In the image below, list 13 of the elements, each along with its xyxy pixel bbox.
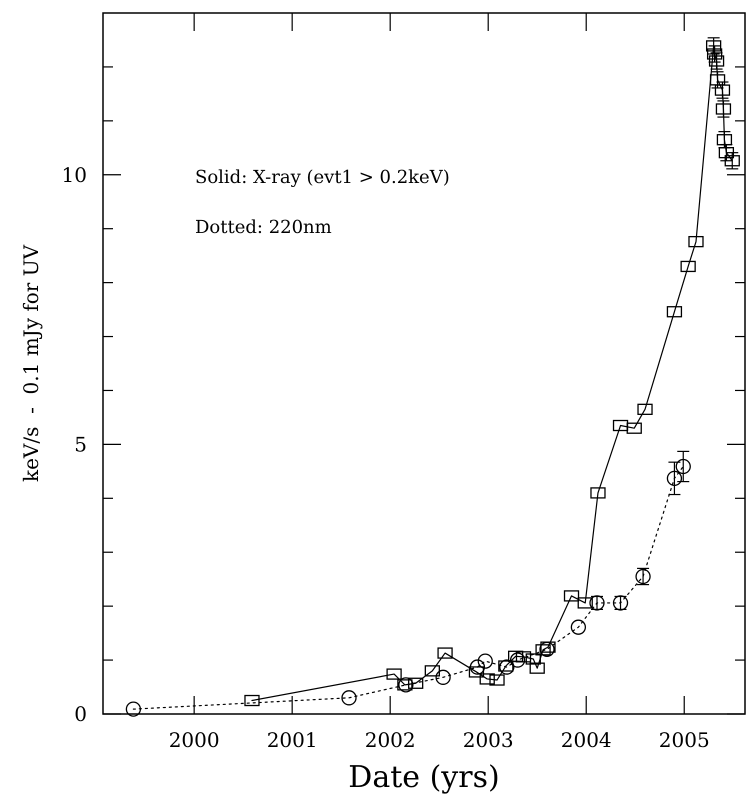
x-tick-label: 2004 xyxy=(560,728,612,752)
x-tick-label: 2002 xyxy=(364,728,416,752)
annotation: Dotted: 220nm xyxy=(195,217,332,238)
x-tick-label: 2003 xyxy=(462,728,514,752)
x-axis-title: Date (yrs) xyxy=(348,760,500,795)
y-tick-label: 5 xyxy=(74,432,87,456)
annotation: Solid: X-ray (evt1 > 0.2keV) xyxy=(195,167,450,188)
x-tick-label: 2001 xyxy=(266,728,318,752)
y-axis-title: keV/s - 0.1 mJy for UV xyxy=(19,244,43,482)
y-tick-label: 10 xyxy=(62,162,87,187)
x-tick-label: 2005 xyxy=(658,728,710,752)
x-tick-label: 2000 xyxy=(168,728,220,752)
y-tick-label: 0 xyxy=(74,702,87,726)
